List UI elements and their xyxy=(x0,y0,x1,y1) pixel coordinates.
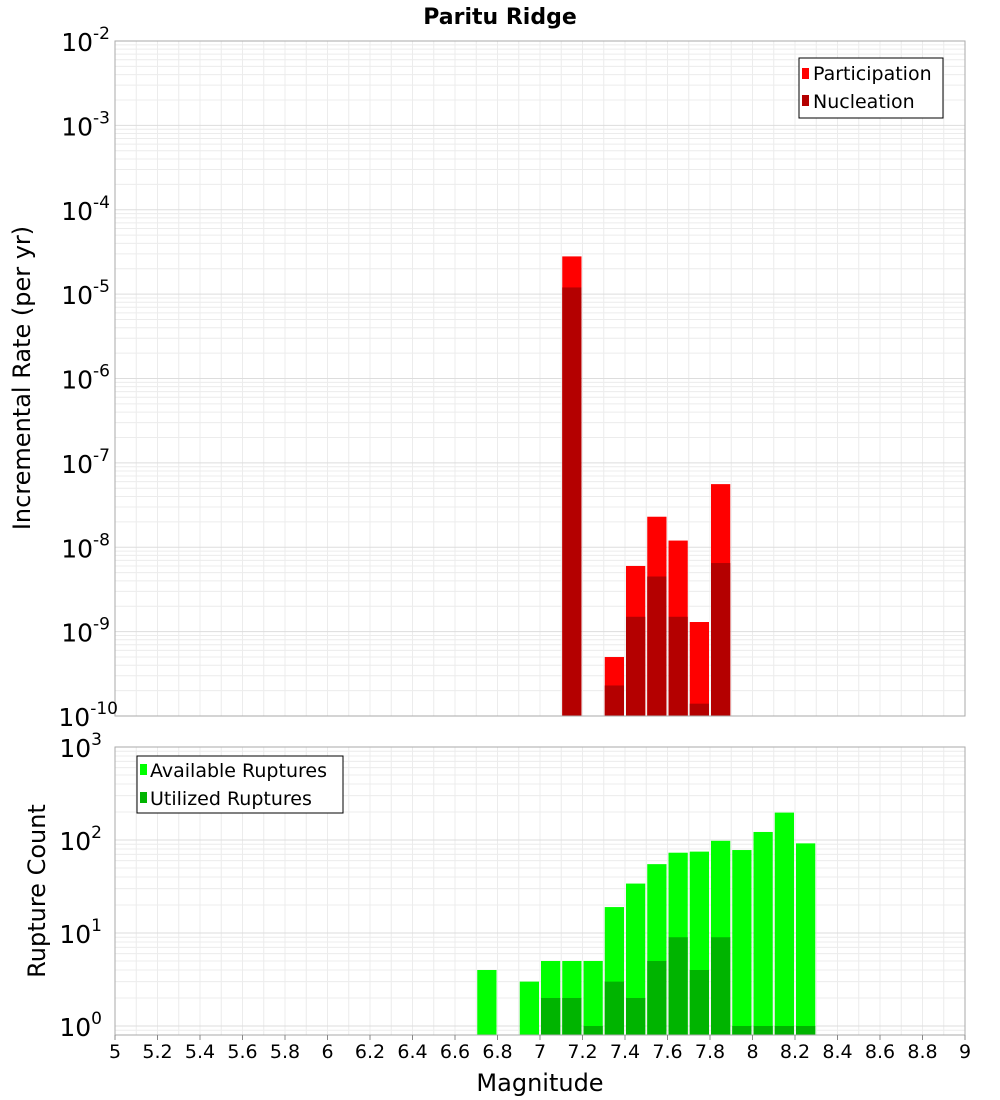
x-tick-label: 5.8 xyxy=(270,1041,300,1063)
rate-panel: 10-10 10-9 10-8 10-7 10-6 10-5 10-4 10-3 10-2 In… xyxy=(8,24,966,732)
rate-nucleation-bar xyxy=(711,563,731,716)
count-available-ruptures-bar xyxy=(796,843,816,1035)
rate-participation-bar xyxy=(689,622,709,716)
count-available-ruptures-bar xyxy=(774,812,794,1035)
x-tick-label: 7.2 xyxy=(567,1041,597,1063)
count-utilized-ruptures-bar xyxy=(541,997,561,1035)
rate-y-tick-label: 10-6 xyxy=(61,362,110,395)
x-tick-label: 6.8 xyxy=(482,1041,512,1063)
rate-legend: Participation Nucleation xyxy=(798,57,944,119)
x-tick-label: 8.4 xyxy=(822,1041,852,1063)
count-utilized-ruptures-bar xyxy=(774,1025,794,1035)
participation-legend-label: Participation xyxy=(813,63,932,85)
x-tick-label: 8 xyxy=(746,1041,758,1063)
rate-y-tick-label: 10-9 xyxy=(61,615,110,648)
count-y-tick-label: 101 xyxy=(59,916,102,949)
nucleation-legend-label: Nucleation xyxy=(813,91,915,113)
count-utilized-ruptures-bar xyxy=(689,969,709,1035)
rate-y-axis-label: Incremental Rate (per yr) xyxy=(8,226,36,530)
x-tick-label: 8.6 xyxy=(865,1041,895,1063)
count-utilized-ruptures-bar xyxy=(711,937,731,1035)
count-utilized-ruptures-bar xyxy=(647,960,667,1035)
count-available-ruptures-bar xyxy=(519,981,539,1035)
count-panel: 100 101 102 103 5 5.2 5.4 5.6 5.8 6 6.2 6.4 6.6 6.8 7… xyxy=(23,730,971,1063)
count-y-tick-label: 102 xyxy=(59,823,102,856)
x-axis-label: Magnitude xyxy=(476,1069,603,1097)
x-tick-label: 7.8 xyxy=(695,1041,725,1063)
x-tick-label: 7 xyxy=(534,1041,546,1063)
count-available-ruptures-bar xyxy=(583,960,603,1035)
rate-plot-border xyxy=(114,40,966,717)
x-tick-label: 6.6 xyxy=(440,1041,470,1063)
chart-title: Paritu Ridge xyxy=(423,5,577,30)
x-tick-label: 5.2 xyxy=(142,1041,172,1063)
rate-y-tick-label: 10-2 xyxy=(61,24,110,57)
x-tick-label: 5.6 xyxy=(227,1041,257,1063)
utilized-legend-swatch xyxy=(140,792,147,803)
x-tick-label: 8.2 xyxy=(780,1041,810,1063)
x-tick-label: 6 xyxy=(321,1041,333,1063)
rate-y-tick-label: 10-10 xyxy=(58,699,118,732)
x-tick-label: 9 xyxy=(959,1041,971,1063)
rate-nucleation-bar xyxy=(668,616,688,716)
count-utilized-ruptures-bar xyxy=(583,1025,603,1035)
nucleation-legend-swatch xyxy=(802,95,809,106)
available-legend-label: Available Ruptures xyxy=(150,760,327,782)
rate-y-tick-label: 10-7 xyxy=(61,446,110,479)
rate-nucleation-bar xyxy=(647,576,667,716)
count-utilized-ruptures-bar xyxy=(626,997,646,1035)
participation-legend-swatch xyxy=(802,68,809,79)
count-utilized-ruptures-bar xyxy=(732,1025,752,1035)
count-y-axis-label: Rupture Count xyxy=(23,804,51,978)
rate-y-tick-label: 10-8 xyxy=(61,530,110,563)
rate-nucleation-bar xyxy=(626,616,646,716)
rate-y-tick-label: 10-5 xyxy=(61,277,110,310)
count-utilized-ruptures-bar xyxy=(562,997,582,1035)
count-available-ruptures-bar xyxy=(732,850,752,1035)
available-legend-swatch xyxy=(140,764,147,775)
count-available-ruptures-bar xyxy=(477,969,497,1035)
utilized-legend-label: Utilized Ruptures xyxy=(150,788,312,810)
x-tick-label: 7.6 xyxy=(652,1041,682,1063)
x-tick-label: 5 xyxy=(109,1041,121,1063)
count-y-tick-label: 100 xyxy=(59,1009,102,1042)
count-available-ruptures-bar xyxy=(626,883,646,1035)
rate-nucleation-bar xyxy=(562,287,582,716)
x-tick-label: 5.4 xyxy=(185,1041,215,1063)
rate-nucleation-bar xyxy=(689,703,709,716)
x-tick-label: 6.4 xyxy=(397,1041,427,1063)
rate-y-tick-label: 10-4 xyxy=(61,193,110,226)
count-y-tick-label: 103 xyxy=(59,730,102,763)
rate-nucleation-bar xyxy=(604,685,624,716)
count-utilized-ruptures-bar xyxy=(668,937,688,1035)
x-tick-label: 7.4 xyxy=(610,1041,640,1063)
count-available-ruptures-bar xyxy=(753,831,773,1035)
count-utilized-ruptures-bar xyxy=(796,1025,816,1035)
count-utilized-ruptures-bar xyxy=(604,981,624,1035)
count-utilized-ruptures-bar xyxy=(753,1025,773,1035)
x-tick-label: 8.8 xyxy=(907,1041,937,1063)
x-tick-label: 6.2 xyxy=(355,1041,385,1063)
rate-y-tick-label: 10-3 xyxy=(61,108,110,141)
count-legend: Available Ruptures Utilized Ruptures xyxy=(136,755,344,814)
